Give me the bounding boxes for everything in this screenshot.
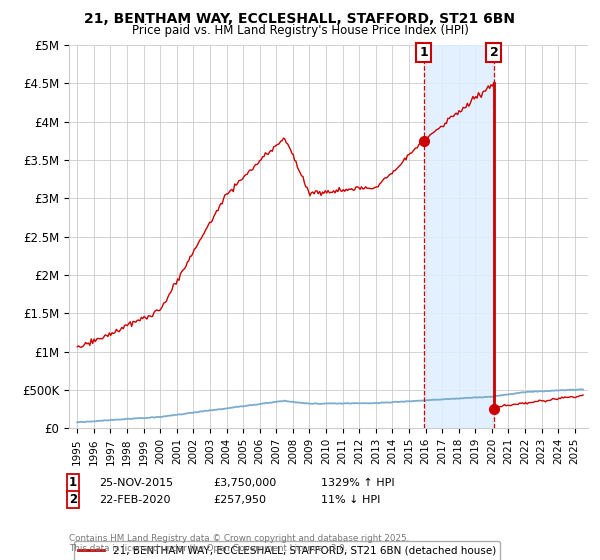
Text: 1: 1 [69, 476, 77, 489]
Legend: 21, BENTHAM WAY, ECCLESHALL, STAFFORD, ST21 6BN (detached house), HPI: Average p: 21, BENTHAM WAY, ECCLESHALL, STAFFORD, S… [74, 541, 500, 560]
Text: 22-FEB-2020: 22-FEB-2020 [99, 494, 170, 505]
Text: Price paid vs. HM Land Registry's House Price Index (HPI): Price paid vs. HM Land Registry's House … [131, 24, 469, 36]
Text: £257,950: £257,950 [213, 494, 266, 505]
Text: 25-NOV-2015: 25-NOV-2015 [99, 478, 173, 488]
Text: 2: 2 [69, 493, 77, 506]
Text: 1: 1 [419, 46, 428, 59]
Text: 2: 2 [490, 46, 499, 59]
Text: Contains HM Land Registry data © Crown copyright and database right 2025.
This d: Contains HM Land Registry data © Crown c… [69, 534, 409, 553]
Text: 11% ↓ HPI: 11% ↓ HPI [321, 494, 380, 505]
Text: £3,750,000: £3,750,000 [213, 478, 276, 488]
Bar [424, 45, 494, 428]
Text: 1329% ↑ HPI: 1329% ↑ HPI [321, 478, 395, 488]
Text: 21, BENTHAM WAY, ECCLESHALL, STAFFORD, ST21 6BN: 21, BENTHAM WAY, ECCLESHALL, STAFFORD, S… [85, 12, 515, 26]
